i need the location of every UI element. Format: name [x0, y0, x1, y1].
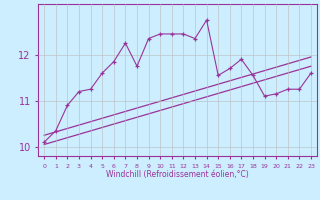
X-axis label: Windchill (Refroidissement éolien,°C): Windchill (Refroidissement éolien,°C)	[106, 170, 249, 179]
